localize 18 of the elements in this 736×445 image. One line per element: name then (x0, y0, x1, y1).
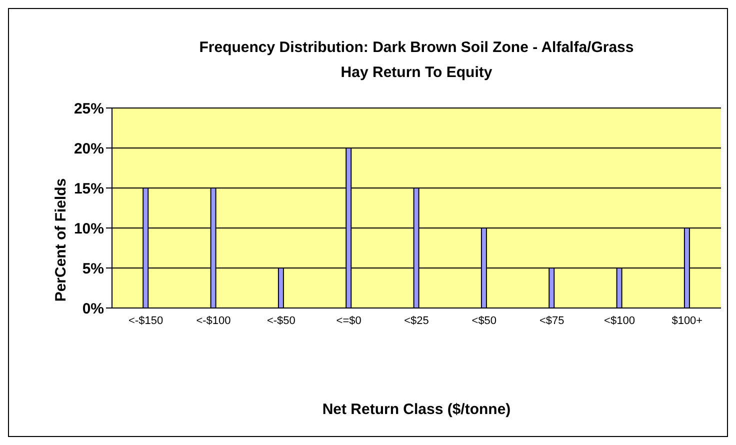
x-tick-label: <=$0 (336, 314, 362, 327)
y-tick-label: 0% (82, 300, 104, 318)
y-tick-label: 25% (74, 100, 104, 118)
x-tick-label: <-$50 (266, 314, 296, 327)
y-tick-label: 5% (82, 260, 104, 278)
x-tick-label: <-$150 (128, 314, 164, 327)
y-tick-label: 20% (74, 140, 104, 158)
x-tick-label: <$50 (472, 314, 497, 327)
y-axis-title: PerCent of Fields (52, 178, 70, 302)
x-tick-label: <$25 (404, 314, 429, 327)
chart-title: Frequency Distribution: Dark Brown Soil Zone - Alfalfa/Grass Hay Return To Equity (198, 38, 635, 83)
x-tick-label: $100+ (672, 314, 703, 327)
y-tick-label: 10% (74, 220, 104, 238)
x-axis-title: Net Return Class ($/tonne) (321, 401, 512, 418)
x-tick-label: <$100 (604, 314, 635, 327)
x-tick-label: <$75 (539, 314, 564, 327)
x-tick-label: <-$100 (196, 314, 231, 327)
y-tick-label: 15% (74, 180, 104, 198)
